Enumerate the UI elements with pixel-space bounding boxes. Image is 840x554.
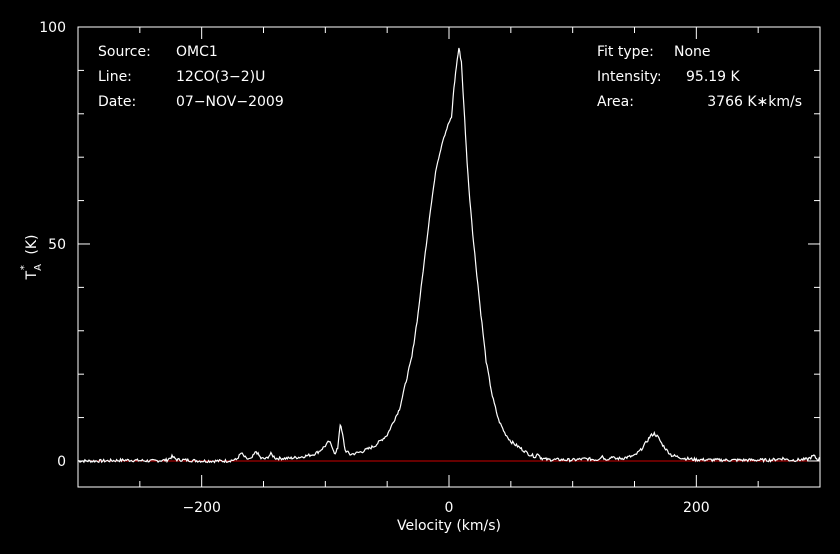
y-axis-label-unit: (K) (24, 235, 40, 260)
x-tick-label: 200 (683, 500, 710, 516)
x-tick-label: 0 (445, 500, 454, 516)
svg-text:TA* (K): TA* (K) (19, 235, 44, 281)
info-value: 12CO(3−2)U (176, 69, 265, 85)
info-key: Intensity: (597, 69, 662, 85)
y-axis-label-t: T (24, 270, 40, 280)
y-axis-label-subscript: A (33, 264, 44, 271)
info-value: None (674, 44, 711, 60)
info-value: 07−NOV−2009 (176, 94, 284, 110)
tick-layer: −200 0 200 0 50 100 (39, 20, 820, 516)
info-key: Area: (597, 94, 634, 110)
info-key: Fit type: (597, 44, 654, 60)
x-axis-label: Velocity (km/s) (397, 518, 501, 534)
y-axis-label: TA* (K) (19, 235, 44, 281)
x-tick-label: −200 (182, 500, 220, 516)
info-block-right: Fit type: None Intensity: 95.19 K Area: 3766 … (597, 44, 802, 110)
info-key: Line: (98, 69, 132, 85)
info-key: Source: (98, 44, 151, 60)
info-value: OMC1 (176, 44, 218, 60)
y-tick-label: 100 (39, 20, 66, 36)
info-value: 3766 K∗km/s (707, 94, 802, 110)
y-tick-label: 50 (48, 237, 66, 253)
spectrum-line (77, 47, 821, 464)
y-tick-label: 0 (57, 454, 66, 470)
info-key: Date: (98, 94, 136, 110)
info-value: 95.19 K (686, 69, 741, 85)
series-layer (77, 47, 821, 464)
info-block-left: Source: OMC1 Line: 12CO(3−2)U Date: 07−NOV−20… (98, 44, 284, 110)
y-axis-label-star: * (19, 265, 30, 270)
